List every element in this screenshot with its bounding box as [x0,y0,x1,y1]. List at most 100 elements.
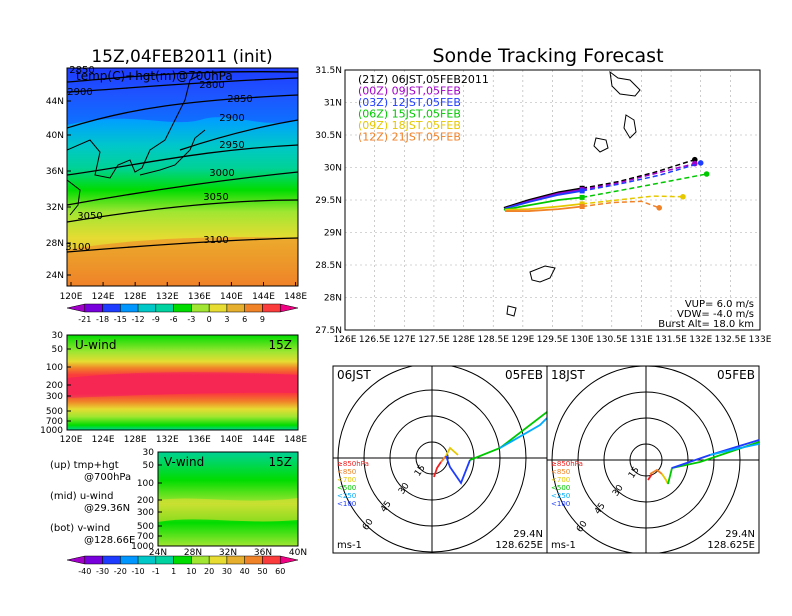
track-end-marker [703,171,710,177]
map-lat-labels: 44N 40N 36N 32N 28N 24N [46,97,71,281]
tracking-lat-label: 27.5N [315,326,342,336]
island-outline [593,137,609,153]
contour-line [67,171,298,206]
hodograph-date-label: 05FEB [717,368,755,382]
hodograph-lon: 128.625E [707,540,755,551]
param-vup: VUP= 6.0 m/s [685,299,754,310]
uwind-x-label: 128E [124,435,147,445]
map-lon-label: 144E [252,292,275,302]
hodograph-frame [332,365,548,554]
temp-colorbar-tick-label: -18 [96,315,109,324]
hodograph-plot [333,366,547,553]
vwind-y-label: 700 [137,532,154,542]
hodograph-level-label: <850 [551,468,570,476]
track-midpoint-marker [579,204,585,209]
uwind-y-label: 500 [46,407,63,417]
left-title: 15Z,04FEB2011 (init) [91,47,272,67]
map-lat-label: 40N [46,131,64,141]
tracking-lon-label: 132E [689,335,712,345]
contour-line [67,71,298,83]
wind-colorbar-swatch [191,555,210,565]
uwind-x-label: 144E [252,435,275,445]
track-line-solid [505,205,583,212]
temp-colorbar-swatch [102,303,121,313]
track-midpoint-marker [579,194,585,200]
hodograph-level-label: <250 [551,492,570,500]
temp-colorbar-swatch [173,303,192,313]
vwind-band [158,498,298,522]
contour-label: 2900 [219,113,244,124]
island-outline [609,70,641,97]
wind-colorbar-tick-label: -40 [78,567,91,576]
hodograph-lat: 29.4N [513,529,543,540]
tracking-lon-label: 130E [571,335,594,345]
hodograph-plot [547,366,759,553]
hodograph-trace [647,473,653,481]
hodograph-level-label: ≥850hPa [337,460,369,468]
contour-label: 3000 [209,168,234,179]
hodograph-unit: ms-1 [337,540,362,551]
wind-colorbar-tick-label: -20 [114,567,127,576]
wind-colorbar-swatch [155,555,174,565]
temp-colorbar-swatch [226,303,245,313]
map-lon-labels: 120E 124E 128E 132E 136E 140E 144E 148E [60,282,307,302]
legend-up-line1: (up) tmp+hgt [50,460,119,471]
uwind-x-label: 124E [92,435,115,445]
tracking-lat-label: 31N [324,99,342,109]
contour-label: 2800 [199,80,224,91]
track-end-marker [697,160,704,166]
tracking-series [503,156,710,212]
tracking-lon-label: 128.5E [477,335,509,345]
wind-colorbar-tick-label: 40 [240,567,250,576]
tracking-lat-label: 29N [324,229,342,239]
uwind-jet-core [67,372,298,398]
map-lon-label: 140E [220,292,243,302]
uwind-y-label: 50 [52,345,64,355]
temp-colorbar-tick-label: -3 [187,315,195,324]
tracking-lat-label: 29.5N [315,196,342,206]
wind-colorbar-swatch [137,555,157,565]
tracking-frame [344,69,761,331]
vwind-x-label: 40N [289,548,307,558]
track-line-dashed [582,195,683,205]
hodograph-lon: 128.625E [495,540,543,551]
temp-colorbar-swatch [244,303,263,313]
legend-mid-line2: @29.36N [84,503,130,514]
map-lon-label: 120E [60,292,83,302]
map-lon-label: 128E [124,292,147,302]
tracking-legend-item: (06Z) 15JST,05FEB [358,108,461,121]
hodograph-level-label: ≥850hPa [551,460,583,468]
uwind-y-label: 700 [46,417,63,427]
wind-colorbar-tick-label: -30 [96,567,109,576]
tracking-legend-item: (09Z) 18JST,05FEB [358,119,461,132]
contour-line [179,119,298,151]
wind-colorbar-swatch [244,555,263,565]
temp-colorbar-tick-label: 3 [224,315,229,324]
wind-colorbar-swatch [102,555,121,565]
hodograph-trace [667,441,759,485]
panel-legend: (up) tmp+hgt @700hPa (mid) u-wind @29.36… [50,460,135,546]
uwind-time: 15Z [269,338,293,352]
contour-label: 3050 [203,192,228,203]
wind-colorbar-tick-label: 60 [275,567,285,576]
track-end-marker [691,156,698,163]
contour-label: 2850 [227,94,252,105]
tracking-lon-label: 126E [334,335,357,345]
tracking-legend-item: (21Z) 06JST,05FEB2011 [358,73,489,86]
tracking-lon-label: 127.5E [418,335,450,345]
temp-colorbar-tick-label: 6 [242,315,247,324]
map-lat-label: 28N [46,239,64,249]
contour-label: 3100 [65,242,90,253]
hodograph-date-label: 05FEB [505,368,543,382]
tracking-lon-label: 131E [630,335,653,345]
temp-colorbar-swatch [137,303,157,313]
wind-colorbar-tick-label: -1 [152,567,160,576]
uwind-y-label: 1000 [40,426,63,436]
temp-colorbar-tick-label: -21 [78,315,91,324]
temp-colorbar-swatch [262,303,281,313]
map-lat-label: 36N [46,167,64,177]
coastline [67,179,81,216]
